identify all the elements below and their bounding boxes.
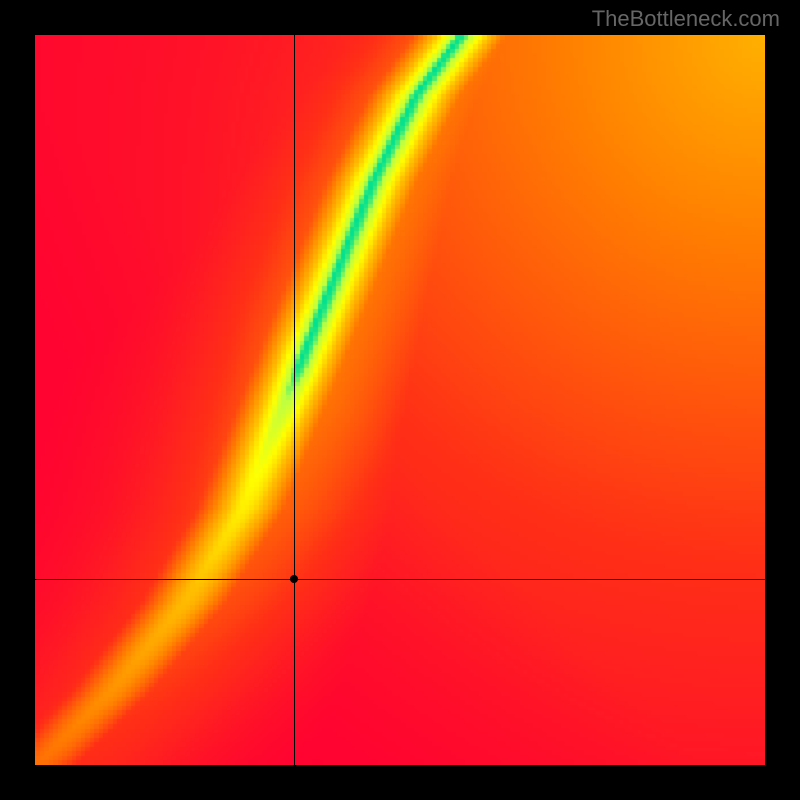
marker-dot	[290, 575, 298, 583]
crosshair-vertical	[294, 35, 295, 765]
watermark-text: TheBottleneck.com	[592, 6, 780, 32]
heatmap-plot	[35, 35, 765, 765]
crosshair-horizontal	[35, 579, 765, 580]
heatmap-canvas	[35, 35, 765, 765]
